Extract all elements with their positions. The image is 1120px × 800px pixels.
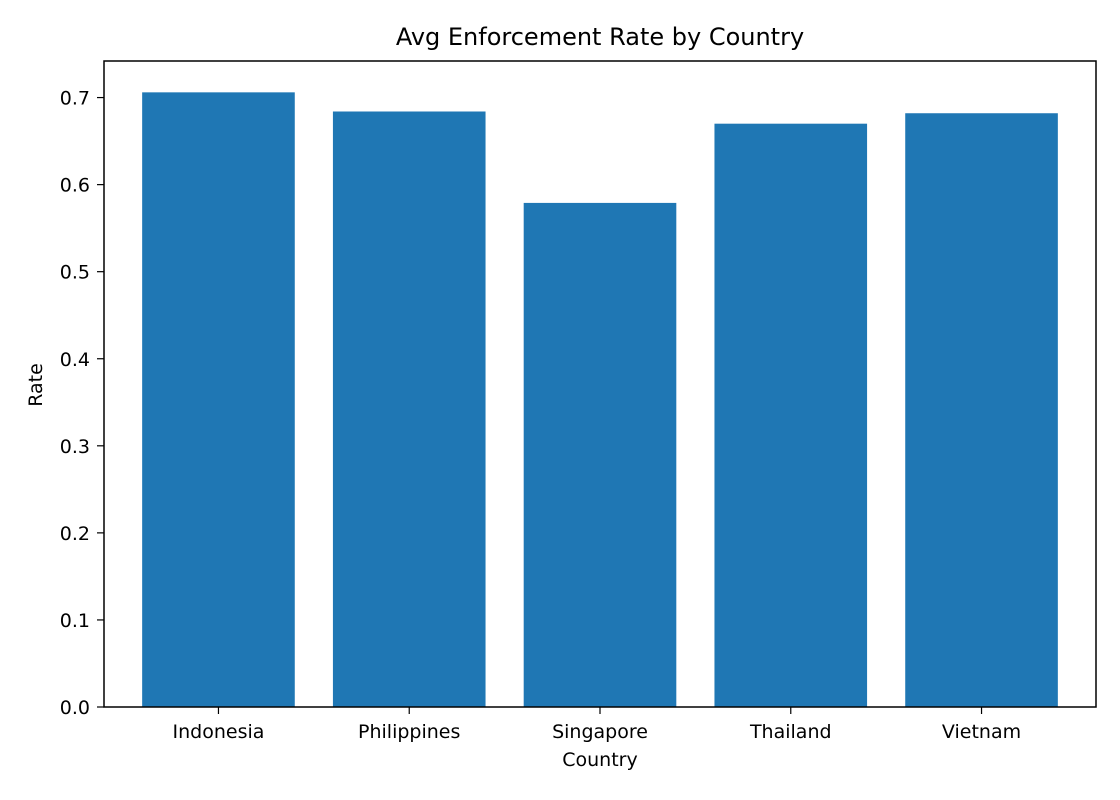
bar-thailand bbox=[714, 123, 868, 708]
x-tick-label: Indonesia bbox=[173, 721, 265, 743]
x-tick-label: Singapore bbox=[552, 721, 648, 743]
bar-singapore bbox=[523, 202, 677, 707]
chart-title: Avg Enforcement Rate by Country bbox=[396, 23, 804, 51]
x-axis-label: Country bbox=[562, 749, 637, 771]
y-tick-label: 0.5 bbox=[60, 262, 90, 284]
x-tick-label: Vietnam bbox=[942, 721, 1021, 743]
x-tick-label: Philippines bbox=[358, 721, 460, 743]
plot-frame bbox=[103, 60, 1097, 708]
y-tick-label: 0.3 bbox=[60, 436, 90, 458]
bar-vietnam bbox=[905, 113, 1058, 708]
y-tick-label: 0.7 bbox=[60, 88, 90, 110]
y-tick-label: 0.0 bbox=[60, 697, 90, 719]
bar-indonesia bbox=[142, 92, 295, 708]
bars-group bbox=[142, 92, 1058, 708]
y-axis-ticks: 0.0 0.1 0.2 0.3 0.4 0.5 0.6 0.7 bbox=[60, 88, 104, 719]
y-tick-label: 0.6 bbox=[60, 175, 90, 197]
x-tick-label: Thailand bbox=[749, 721, 832, 743]
bar-philippines bbox=[332, 111, 486, 707]
y-axis-label: Rate bbox=[25, 363, 47, 407]
x-axis-ticks: Indonesia Philippines Singapore Thailand Vie… bbox=[173, 707, 1021, 743]
y-tick-label: 0.1 bbox=[60, 610, 90, 632]
y-tick-label: 0.2 bbox=[60, 523, 90, 545]
y-tick-label: 0.4 bbox=[60, 349, 90, 371]
